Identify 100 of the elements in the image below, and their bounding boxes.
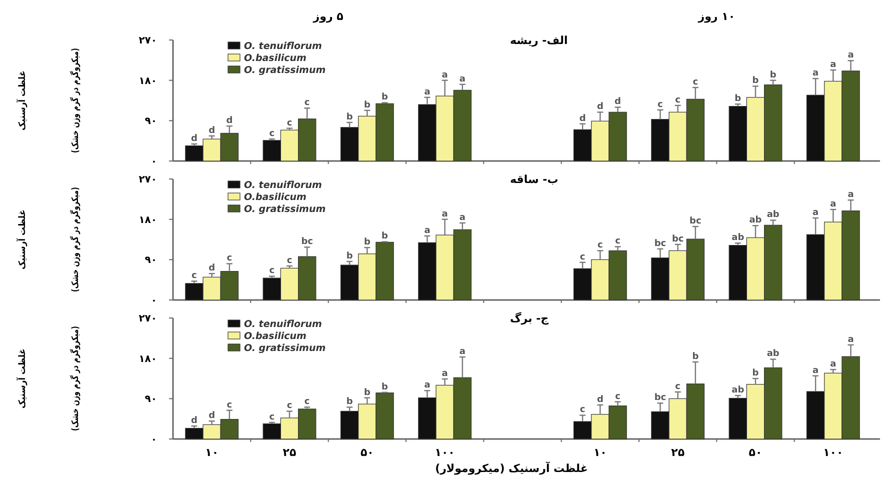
data-label: c: [286, 401, 292, 412]
x-tick-label: ۵۰: [360, 446, 374, 459]
data-label: b: [752, 368, 760, 378]
data-label: c: [304, 397, 310, 408]
legend-label: O.basilicum: [244, 331, 307, 342]
data-label: bc: [672, 234, 684, 244]
data-label: c: [286, 256, 292, 266]
data-label: a: [848, 190, 854, 200]
y-tick-label: ۱۸۰: [138, 76, 157, 87]
legend-label: O.basilicum: [244, 53, 307, 64]
data-label: d: [191, 134, 198, 144]
data-label: b: [346, 251, 354, 262]
data-label: c: [269, 412, 275, 422]
y-tick-label: ۰: [150, 434, 157, 446]
data-label: a: [812, 366, 819, 376]
chart-title: الف- ریشه: [510, 34, 568, 47]
data-label: c: [580, 405, 586, 416]
data-label: c: [269, 129, 275, 140]
data-label: bc: [301, 237, 313, 248]
data-label: c: [269, 266, 275, 276]
x-tick-label: ۱۰۰: [434, 446, 455, 459]
data-label: b: [382, 92, 389, 103]
data-label: a: [459, 346, 466, 357]
y-tick-label: ۹۰: [144, 116, 157, 128]
data-label: ab: [732, 386, 745, 396]
legend-label: O. gratissimum: [244, 65, 326, 76]
data-label: c: [675, 382, 681, 392]
x-tick-label: ۱۰۰: [823, 446, 844, 459]
legend-label: O. gratissimum: [244, 204, 326, 215]
data-label: c: [615, 236, 620, 247]
x-tick-label: ۲۵: [282, 446, 296, 459]
data-label: c: [658, 100, 663, 110]
data-label: b: [382, 232, 389, 242]
y-tick-label: ۲۷۰: [138, 36, 157, 46]
data-label: c: [675, 95, 681, 106]
data-label: a: [459, 74, 466, 84]
data-label: ab: [766, 210, 780, 220]
data-label: c: [692, 78, 698, 88]
data-label: c: [226, 400, 232, 410]
data-label: a: [442, 209, 448, 220]
data-label: bc: [654, 238, 666, 249]
data-label: d: [226, 116, 233, 126]
text: ۱۰ روز: [697, 10, 736, 23]
data-label: a: [830, 60, 836, 70]
text: غلظت آرسنیک (میکروگرم در گرم وزن خشک): [18, 296, 81, 431]
data-label: c: [192, 271, 197, 282]
data-label: b: [364, 238, 371, 248]
data-label: a: [442, 368, 448, 379]
legend-label: O. tenuiflorum: [244, 319, 322, 330]
legend-label: O. tenuiflorum: [244, 41, 322, 52]
data-label: c: [286, 118, 292, 128]
x-tick-label: ۲۵: [671, 446, 685, 459]
y-tick-label: ۱۸۰: [138, 214, 157, 226]
data-label: a: [424, 380, 430, 391]
chart-title: ج- برگ: [510, 312, 549, 325]
y-tick-label: ۰: [150, 156, 157, 168]
data-label: c: [580, 252, 586, 262]
data-label: b: [382, 382, 389, 392]
data-label: b: [752, 76, 760, 86]
data-label: a: [830, 199, 836, 210]
data-label: d: [208, 126, 216, 136]
data-label: ab: [732, 233, 745, 244]
data-label: c: [304, 98, 310, 108]
data-label: c: [597, 240, 603, 251]
x-tick-label: ۵۰: [748, 446, 762, 459]
y-tick-label: ۲۷۰: [138, 174, 157, 186]
y-tick-label: ۱۸۰: [138, 354, 157, 365]
legend-label: O. tenuiflorum: [244, 180, 322, 191]
data-label: d: [579, 114, 586, 124]
data-label: b: [364, 388, 371, 398]
data-label: a: [459, 212, 466, 223]
x-tick-label: ۱۰: [593, 446, 607, 459]
chart-title: ب- ساقه: [510, 173, 558, 186]
data-label: c: [615, 392, 620, 402]
x-tick-label: ۱۰: [205, 446, 219, 459]
y-tick-label: ۹۰: [144, 255, 157, 266]
data-label: b: [692, 352, 700, 362]
data-label: d: [614, 97, 621, 108]
y-tick-label: ۰: [150, 296, 157, 306]
data-label: a: [848, 334, 854, 345]
data-label: b: [364, 100, 371, 110]
data-label: b: [346, 397, 354, 408]
x-axis-title: غلظت آرسنیک (میکرومولار): [435, 461, 588, 475]
data-label: d: [208, 264, 216, 274]
data-label: a: [830, 360, 836, 370]
data-label: ab: [749, 216, 762, 226]
data-label: c: [226, 254, 232, 264]
data-label: a: [442, 70, 448, 80]
data-label: ab: [766, 349, 780, 360]
data-label: a: [812, 68, 819, 79]
legend-label: O. gratissimum: [244, 343, 326, 354]
data-label: d: [208, 411, 216, 422]
data-label: a: [424, 87, 430, 98]
data-label: b: [346, 112, 354, 122]
data-label: d: [191, 416, 198, 426]
legend-label: O.basilicum: [244, 192, 307, 203]
text: ۵ روز: [312, 10, 344, 23]
data-label: bc: [690, 216, 702, 227]
data-label: a: [424, 226, 430, 236]
y-tick-label: ۲۷۰: [138, 314, 157, 324]
